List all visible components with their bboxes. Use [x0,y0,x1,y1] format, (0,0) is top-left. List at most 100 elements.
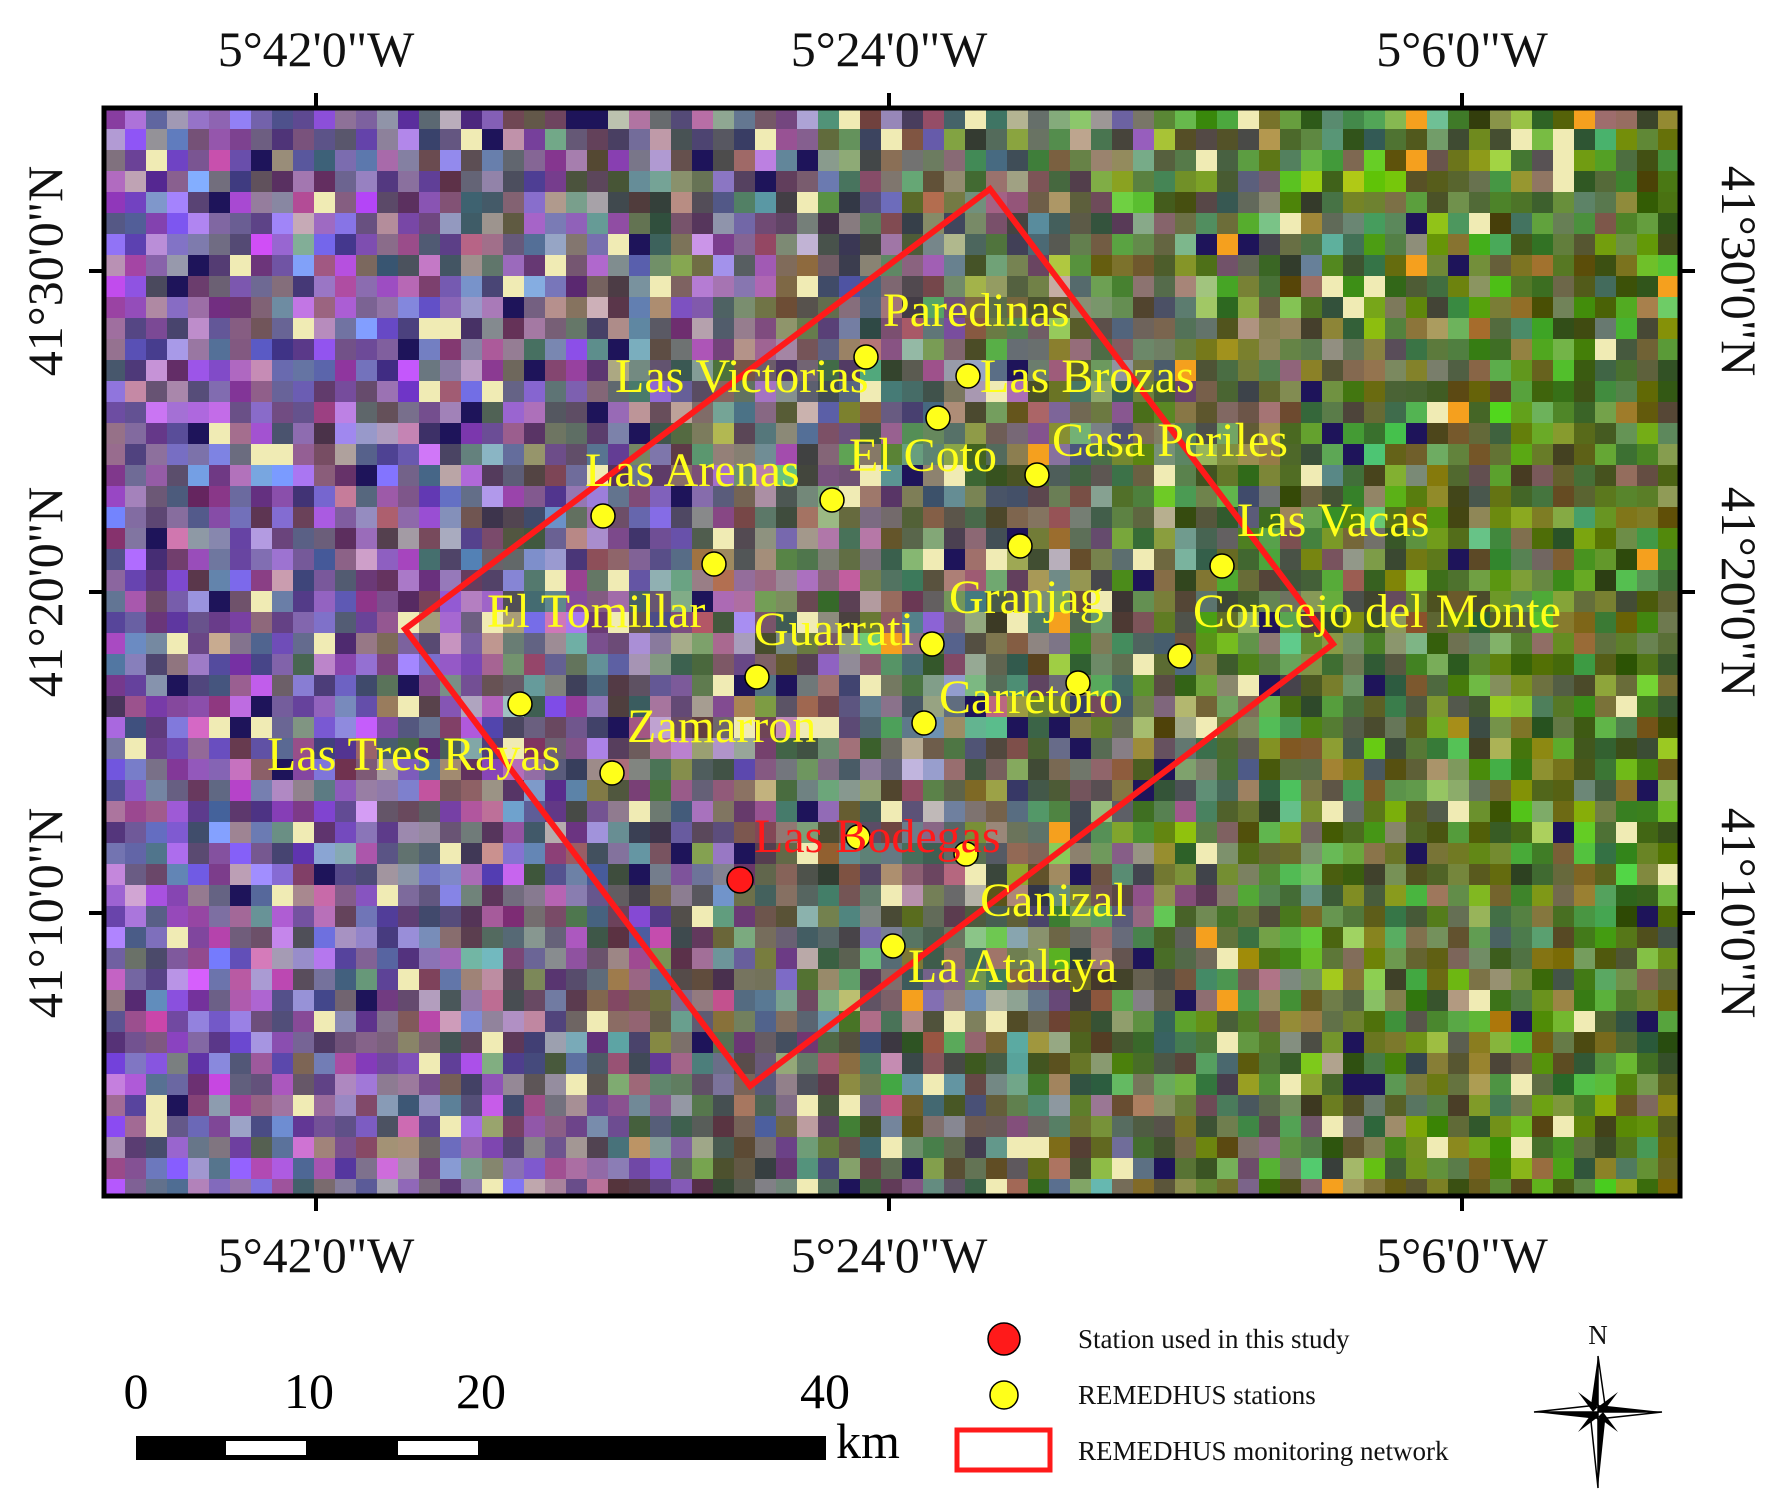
station-marker[interactable] [955,363,981,389]
raster-pixel [608,360,630,382]
raster-pixel [272,948,294,970]
station-marker[interactable] [1209,553,1235,579]
raster-pixel [1091,1053,1113,1075]
raster-pixel [566,318,588,340]
station-marker[interactable] [919,631,945,657]
raster-pixel [608,213,630,235]
raster-pixel [524,402,546,424]
raster-pixel [482,381,504,403]
raster-pixel [608,528,630,550]
raster-pixel [1280,192,1302,214]
station-marker[interactable] [911,710,937,736]
raster-pixel [860,234,882,256]
raster-pixel [503,1032,525,1054]
raster-pixel [1049,927,1071,949]
raster-pixel [251,843,273,865]
raster-pixel [1217,234,1239,256]
raster-pixel [1280,234,1302,256]
raster-pixel [293,1032,315,1054]
raster-pixel [1343,1158,1365,1180]
raster-pixel [629,591,651,613]
station-marker[interactable] [744,664,770,690]
scale-tick-0: 0 [124,1363,149,1419]
raster-pixel [1070,255,1092,277]
raster-pixel [1028,591,1050,613]
raster-pixel [1280,1011,1302,1033]
station-marker[interactable] [819,487,845,513]
raster-pixel [482,528,504,550]
station-marker[interactable] [953,841,979,867]
raster-pixel [923,885,945,907]
raster-pixel [167,423,189,445]
raster-pixel [1196,633,1218,655]
raster-pixel [230,696,252,718]
raster-pixel [377,1053,399,1075]
raster-pixel [902,318,924,340]
raster-pixel [1259,234,1281,256]
station-marker[interactable] [1167,643,1193,669]
raster-pixel [209,801,231,823]
raster-pixel [1322,822,1344,844]
raster-pixel [251,360,273,382]
station-marker[interactable] [1007,533,1033,559]
raster-pixel [146,234,168,256]
raster-pixel [1469,675,1491,697]
raster-pixel [1175,549,1197,571]
raster-pixel [1196,423,1218,445]
raster-pixel [1406,192,1428,214]
station-marker[interactable] [1065,670,1091,696]
raster-pixel [692,969,714,991]
raster-pixel [230,486,252,508]
raster-pixel [1511,465,1533,487]
raster-pixel [1532,1074,1554,1096]
raster-pixel [1448,570,1470,592]
raster-pixel [1280,612,1302,634]
station-marker[interactable] [507,691,533,717]
raster-pixel [1364,717,1386,739]
raster-pixel [1532,297,1554,319]
station-marker[interactable] [853,344,879,370]
station-marker[interactable] [701,551,727,577]
raster-pixel [1385,864,1407,886]
raster-pixel [272,654,294,676]
station-marker[interactable] [590,503,616,529]
station-marker[interactable] [1024,462,1050,488]
raster-pixel [881,864,903,886]
raster-pixel [629,864,651,886]
raster-pixel [293,1095,315,1117]
raster-pixel [398,1032,420,1054]
raster-pixel [377,528,399,550]
raster-pixel [1448,339,1470,361]
raster-pixel [650,801,672,823]
raster-pixel [650,192,672,214]
raster-pixel [1364,738,1386,760]
raster-pixel [1574,381,1596,403]
raster-pixel [188,549,210,571]
legend-used-marker [987,1322,1021,1356]
raster-pixel [860,402,882,424]
raster-pixel [1322,150,1344,172]
station-marker-used[interactable] [726,866,754,894]
raster-pixel [1280,402,1302,424]
raster-pixel [1112,171,1134,193]
raster-pixel [356,1179,378,1196]
raster-pixel [902,108,924,130]
raster-pixel [125,297,147,319]
station-marker[interactable] [845,824,871,850]
station-marker[interactable] [925,405,951,431]
station-marker[interactable] [880,933,906,959]
raster-pixel [902,549,924,571]
raster-pixel [944,318,966,340]
raster-pixel [1322,1095,1344,1117]
raster-pixel [797,297,819,319]
raster-pixel [1553,255,1575,277]
raster-pixel [1595,129,1617,151]
raster-pixel [1595,717,1617,739]
raster-pixel [1448,675,1470,697]
raster-pixel [965,318,987,340]
station-marker[interactable] [599,760,625,786]
raster-pixel [1637,192,1659,214]
raster-pixel [398,381,420,403]
raster-pixel [104,654,126,676]
raster-pixel [1259,864,1281,886]
